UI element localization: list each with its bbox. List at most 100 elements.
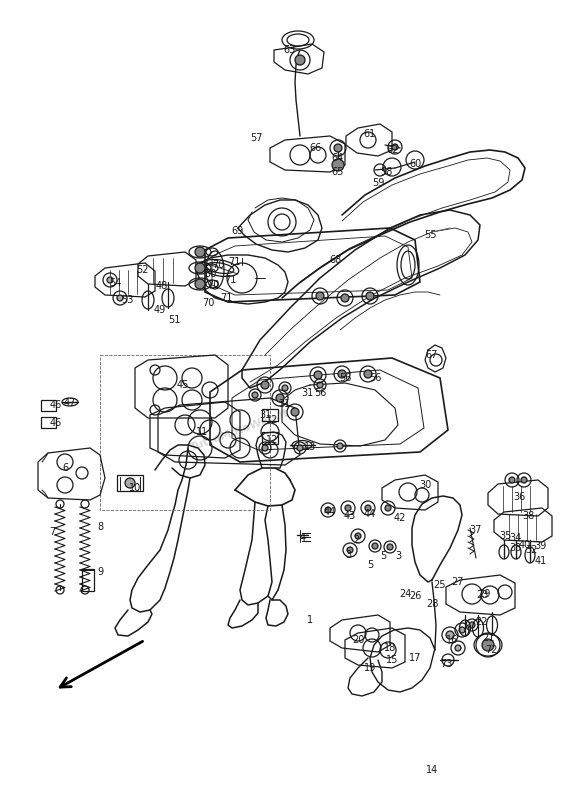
Text: 1: 1 xyxy=(307,615,313,625)
Circle shape xyxy=(392,144,398,150)
Text: 73: 73 xyxy=(440,659,452,669)
Text: 14: 14 xyxy=(426,765,438,775)
Circle shape xyxy=(195,263,205,273)
Text: 42: 42 xyxy=(394,513,406,523)
Text: 12: 12 xyxy=(266,415,278,425)
Text: 5: 5 xyxy=(380,551,386,561)
Text: 2: 2 xyxy=(353,535,359,545)
Circle shape xyxy=(387,544,393,550)
Bar xyxy=(262,432,278,444)
Circle shape xyxy=(364,370,372,378)
Text: 32: 32 xyxy=(525,545,537,555)
Text: 25: 25 xyxy=(434,580,446,590)
Circle shape xyxy=(252,392,258,398)
Text: 31: 31 xyxy=(278,399,290,409)
Text: 65: 65 xyxy=(332,167,344,177)
Circle shape xyxy=(334,144,342,152)
Circle shape xyxy=(469,622,475,628)
Text: 29: 29 xyxy=(478,589,490,599)
Text: 67: 67 xyxy=(426,350,438,360)
Text: 26: 26 xyxy=(409,591,421,601)
Text: 71: 71 xyxy=(228,257,240,267)
Text: 62: 62 xyxy=(387,145,399,155)
Text: 70: 70 xyxy=(207,280,219,290)
Text: 38: 38 xyxy=(522,511,534,521)
Text: 59: 59 xyxy=(372,178,384,188)
Text: 69: 69 xyxy=(232,226,244,236)
Text: 21: 21 xyxy=(482,633,494,643)
Text: 44: 44 xyxy=(364,509,376,519)
Bar xyxy=(82,569,94,591)
Text: 70: 70 xyxy=(202,298,214,308)
Text: 3: 3 xyxy=(395,551,401,561)
Circle shape xyxy=(276,394,284,402)
Text: 46: 46 xyxy=(50,418,62,428)
Circle shape xyxy=(314,371,322,379)
Circle shape xyxy=(446,631,454,639)
Text: 22: 22 xyxy=(475,617,488,627)
Circle shape xyxy=(366,292,374,300)
Circle shape xyxy=(262,445,268,451)
Text: 63: 63 xyxy=(284,45,296,55)
Circle shape xyxy=(459,627,465,633)
Circle shape xyxy=(117,295,123,301)
Text: 15: 15 xyxy=(386,655,398,665)
Circle shape xyxy=(338,370,346,378)
Text: 30: 30 xyxy=(419,480,431,490)
Text: 33: 33 xyxy=(509,543,521,553)
Circle shape xyxy=(297,445,303,451)
Text: TuttoMotoWeb.it: TuttoMotoWeb.it xyxy=(189,407,291,452)
Circle shape xyxy=(317,382,323,388)
Text: 57: 57 xyxy=(250,133,262,143)
Circle shape xyxy=(385,505,391,511)
Circle shape xyxy=(261,381,269,389)
Text: 72: 72 xyxy=(485,645,497,655)
Text: 54: 54 xyxy=(109,278,121,288)
Text: 56: 56 xyxy=(314,388,326,398)
Text: 68: 68 xyxy=(330,255,342,265)
Circle shape xyxy=(125,478,135,488)
Text: 12: 12 xyxy=(266,435,278,445)
Bar xyxy=(117,475,143,491)
Text: 17: 17 xyxy=(409,653,421,663)
Text: 35: 35 xyxy=(500,531,512,541)
Text: 18: 18 xyxy=(384,643,396,653)
Text: 5: 5 xyxy=(367,560,373,570)
Circle shape xyxy=(355,533,361,539)
Text: 7: 7 xyxy=(49,527,55,537)
Text: 51: 51 xyxy=(168,315,180,325)
Text: 36: 36 xyxy=(513,492,525,502)
Text: 61: 61 xyxy=(363,129,375,139)
Circle shape xyxy=(337,443,343,449)
Text: 28: 28 xyxy=(426,599,438,609)
Text: 10: 10 xyxy=(129,483,141,493)
Text: 71: 71 xyxy=(220,293,232,303)
Circle shape xyxy=(332,159,344,171)
Text: 40: 40 xyxy=(519,540,531,550)
Text: 6: 6 xyxy=(62,463,68,473)
Circle shape xyxy=(509,477,515,483)
Circle shape xyxy=(282,385,288,391)
Text: 9: 9 xyxy=(97,567,103,577)
Circle shape xyxy=(316,292,324,300)
Circle shape xyxy=(372,543,378,549)
Bar xyxy=(41,400,56,411)
Text: 41: 41 xyxy=(535,556,547,566)
Text: 24: 24 xyxy=(399,589,411,599)
Text: 71: 71 xyxy=(224,275,236,285)
Text: 52: 52 xyxy=(135,265,148,275)
Circle shape xyxy=(195,279,205,289)
Text: 46: 46 xyxy=(50,400,62,410)
Text: 70: 70 xyxy=(212,260,224,270)
Circle shape xyxy=(345,505,351,511)
Text: 16: 16 xyxy=(446,635,458,645)
Text: 49: 49 xyxy=(154,305,166,315)
Text: 56: 56 xyxy=(339,373,351,383)
Text: 50: 50 xyxy=(204,269,216,279)
Circle shape xyxy=(325,507,331,513)
Text: 34: 34 xyxy=(509,533,521,543)
Circle shape xyxy=(521,477,527,483)
Text: 44: 44 xyxy=(324,507,336,517)
Text: 66: 66 xyxy=(309,143,321,153)
Circle shape xyxy=(295,55,305,65)
